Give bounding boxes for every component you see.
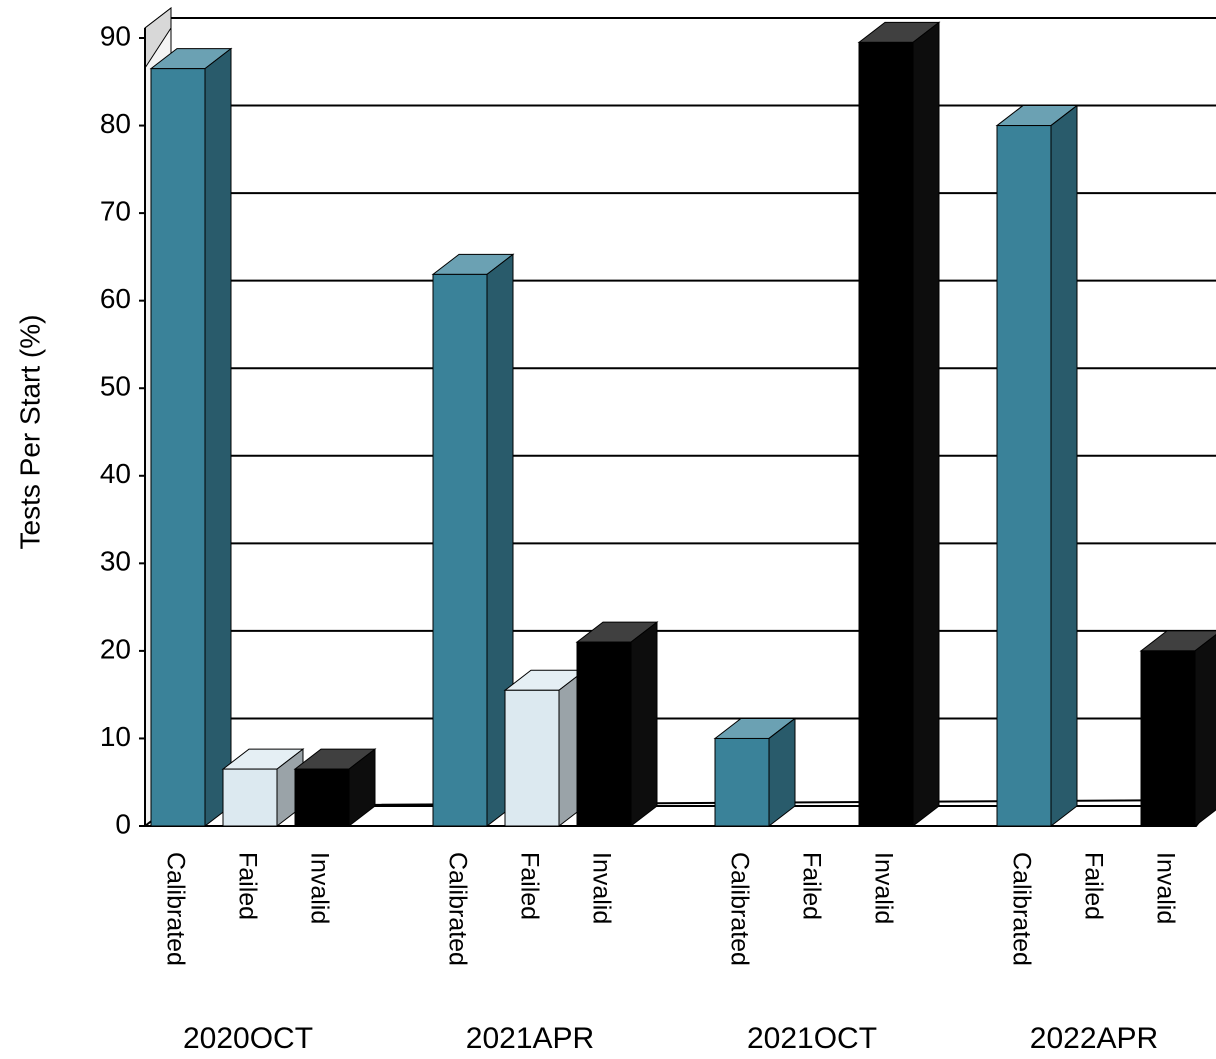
y-tick-label: 50 (100, 371, 131, 402)
x-tick-label: 2020OCT (183, 1022, 313, 1055)
series-label: Calibrated (161, 852, 189, 966)
series-label: Calibrated (1007, 852, 1035, 966)
bar (294, 768, 350, 827)
bar (714, 737, 770, 827)
bar (1140, 650, 1196, 827)
series-label: Invalid (869, 852, 897, 924)
bar (222, 768, 278, 827)
series-label: Invalid (305, 852, 333, 924)
bar-side (1050, 104, 1078, 828)
series-label: Invalid (587, 852, 615, 924)
y-tick-label: 20 (100, 633, 131, 664)
bar (576, 641, 632, 827)
series-label: Failed (515, 852, 543, 920)
y-tick-label: 30 (100, 546, 131, 577)
bar-side (204, 47, 232, 828)
y-tick-label: 60 (100, 283, 131, 314)
y-tick-label: 40 (100, 458, 131, 489)
series-label: Failed (233, 852, 261, 920)
series-label: Invalid (1151, 852, 1179, 924)
y-axis-label: Tests Per Start (%) (14, 315, 45, 550)
y-tick-label: 80 (100, 108, 131, 139)
bar (150, 68, 206, 827)
bar-side (630, 621, 658, 828)
x-tick-label: 2022APR (1030, 1022, 1158, 1055)
bar (858, 41, 914, 827)
series-label: Calibrated (443, 852, 471, 966)
series-label: Failed (1079, 852, 1107, 920)
y-tick-label: 10 (100, 721, 131, 752)
x-tick-label: 2021APR (466, 1022, 594, 1055)
series-label: Failed (797, 852, 825, 920)
y-tick-label: 0 (115, 808, 131, 839)
bar-side (912, 21, 940, 828)
y-tick-label: 70 (100, 196, 131, 227)
y-tick-label: 90 (100, 20, 131, 51)
series-label: Calibrated (725, 852, 753, 966)
bar (504, 689, 560, 827)
x-tick-label: 2021OCT (747, 1022, 877, 1055)
bar-side (1194, 634, 1216, 828)
bar (996, 125, 1052, 827)
bar (432, 273, 488, 827)
